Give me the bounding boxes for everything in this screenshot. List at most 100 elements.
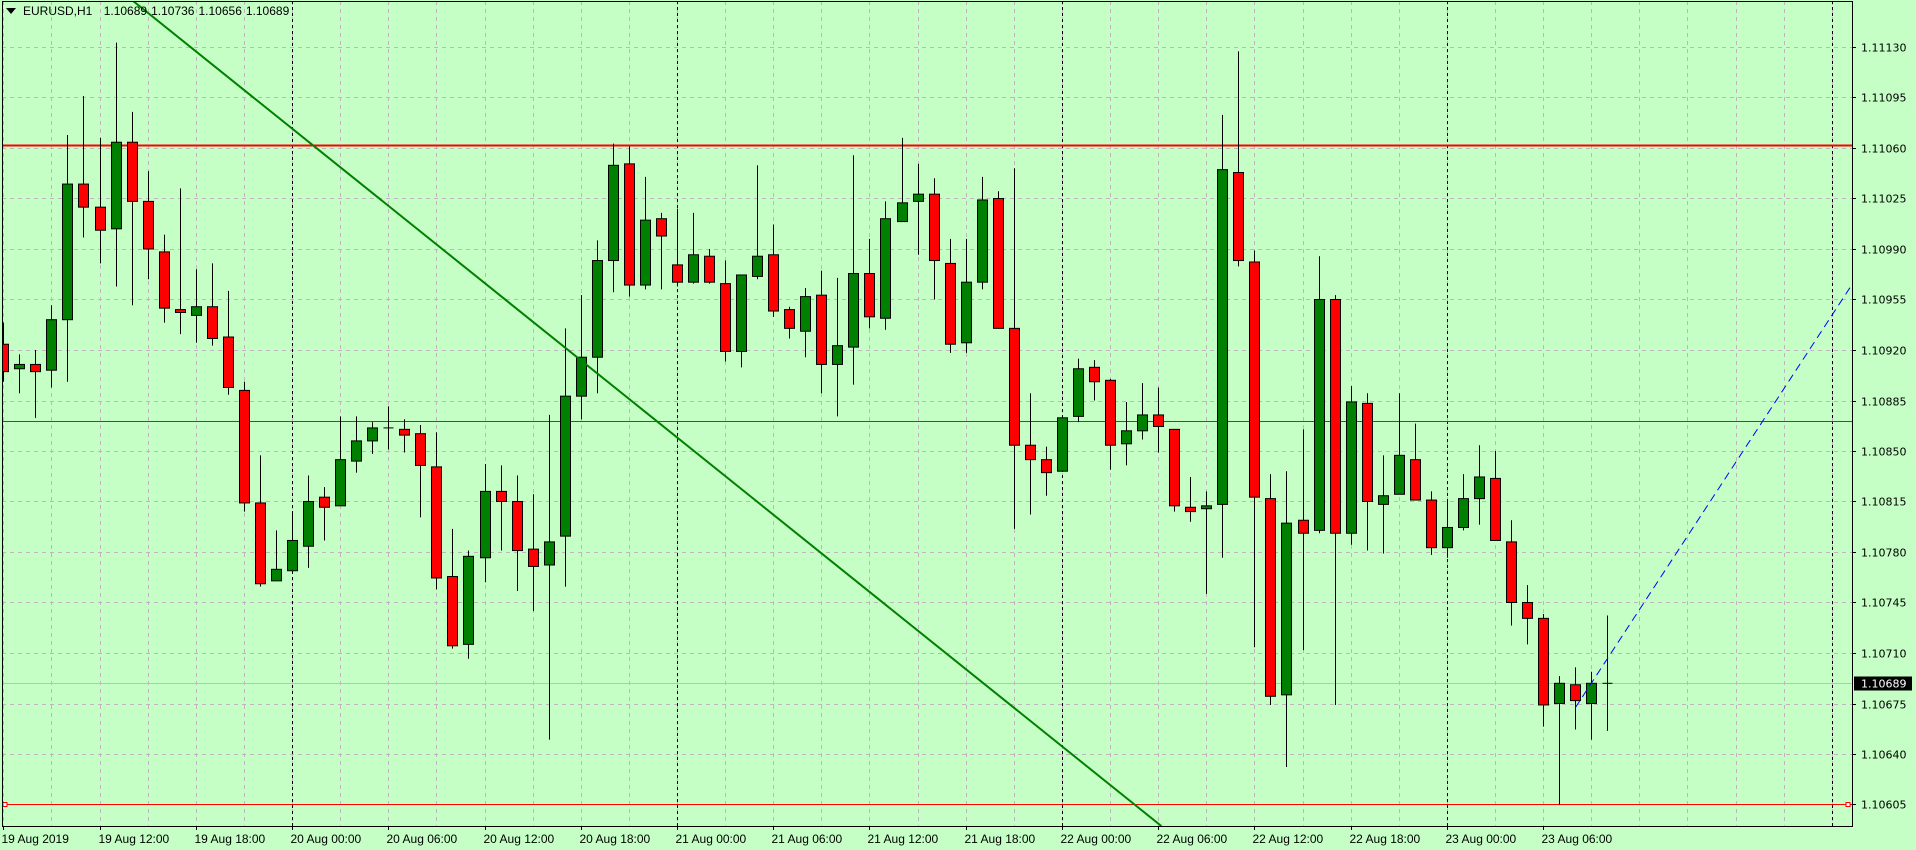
candle-bear — [784, 309, 795, 329]
candle-bull — [1442, 526, 1453, 549]
x-tick-label: 19 Aug 12:00 — [99, 832, 170, 846]
candle-bull — [897, 202, 908, 223]
x-tick-label: 20 Aug 12:00 — [484, 832, 555, 846]
y-tick-label: 1.11130 — [1861, 42, 1907, 55]
x-tick-label: 22 Aug 00:00 — [1061, 832, 1132, 846]
candle-bull — [111, 141, 122, 230]
candle-bull — [640, 219, 651, 286]
candle-bear — [1169, 428, 1180, 507]
candle-bear — [1041, 459, 1052, 474]
x-tick-label: 19 Aug 18:00 — [195, 832, 266, 846]
x-tick-label: 20 Aug 00:00 — [291, 832, 362, 846]
candle-bull — [367, 427, 378, 442]
candle-bear — [816, 294, 827, 365]
horizontal-levels — [2, 144, 1852, 807]
trendlines — [132, 1, 1852, 826]
y-tick-label: 1.10885 — [1861, 396, 1907, 409]
y-tick-label: 1.10605 — [1861, 799, 1907, 812]
candle-bull — [1378, 495, 1389, 505]
grid — [2, 1, 1852, 826]
candle-bear — [1025, 444, 1036, 461]
candle-bull — [46, 319, 57, 371]
ohlc-open: 1.10689 — [103, 4, 148, 18]
level-anchor-left — [2, 802, 8, 807]
candle-bear — [496, 490, 507, 502]
candle-bear — [447, 576, 458, 647]
ohlc-low: 1.10656 — [198, 4, 242, 18]
plot-frame — [2, 1, 1853, 827]
candle-bear — [1185, 506, 1196, 513]
candle-bear — [1153, 414, 1164, 427]
y-tick-label: 1.10920 — [1861, 345, 1907, 358]
candle-bull — [913, 193, 924, 202]
blue-trendline — [1574, 284, 1852, 709]
x-tick-label: 21 Aug 12:00 — [868, 832, 939, 846]
candle-bull — [1586, 682, 1597, 704]
candle-bear — [1105, 379, 1116, 446]
candle-bear — [1538, 617, 1549, 706]
candle-bull — [608, 164, 619, 262]
candle-bear — [768, 254, 779, 312]
level-anchor-right — [1845, 802, 1851, 807]
candle-bull — [688, 254, 699, 283]
green-trendline — [132, 1, 1162, 826]
candle-bear — [624, 163, 635, 286]
candle-bear — [30, 363, 41, 373]
x-tick-label: 22 Aug 06:00 — [1157, 832, 1228, 846]
x-tick-label: 20 Aug 18:00 — [580, 832, 651, 846]
candle-bull — [480, 490, 491, 559]
candle-bull — [463, 555, 474, 645]
candle-bull — [977, 199, 988, 283]
ohlc-close: 1.10689 — [245, 4, 290, 18]
y-tick-label: 1.10710 — [1861, 648, 1907, 661]
triangle-down-icon[interactable] — [6, 8, 16, 14]
candle-bear — [1249, 261, 1260, 498]
x-tick-label: 21 Aug 00:00 — [676, 832, 747, 846]
candle-bull — [592, 260, 603, 358]
candle-bear — [1570, 684, 1581, 702]
candle-bull — [1458, 498, 1469, 528]
candle-bull — [271, 568, 282, 582]
ohlc-high: 1.10736 — [151, 4, 195, 18]
candle-bear — [127, 141, 138, 202]
candle-bull — [961, 281, 972, 344]
y-tick-label: 1.10675 — [1861, 699, 1907, 712]
candle-bear — [2, 343, 9, 373]
candle-bear — [1490, 477, 1501, 541]
candle-bear — [399, 428, 410, 436]
y-tick-label: 1.10780 — [1861, 547, 1907, 560]
candle-bear — [1410, 459, 1421, 501]
candle-bull — [1137, 414, 1148, 432]
candle-bull — [752, 255, 763, 277]
candle-bull — [1394, 454, 1405, 495]
candle-bull — [1073, 368, 1084, 417]
y-tick-label: 1.10990 — [1861, 244, 1907, 257]
candle-bear — [656, 218, 667, 237]
candle-bull — [1474, 476, 1485, 500]
current-price-label: 1.10689 — [1861, 678, 1907, 691]
candle-bear — [255, 502, 266, 585]
candle-bear — [528, 548, 539, 567]
y-tick-label: 1.11060 — [1861, 143, 1907, 156]
candle-bear — [720, 283, 731, 352]
candle-bear — [929, 193, 940, 262]
candle-bear — [672, 264, 683, 283]
y-tick-label: 1.10745 — [1861, 597, 1907, 610]
candle-bear — [1009, 327, 1020, 446]
chart-header: EURUSD,H1 1.10689 1.10736 1.10656 1.1068… — [6, 4, 289, 18]
candle-bear — [993, 198, 1004, 329]
candles — [2, 42, 1613, 805]
candle-bear — [95, 206, 106, 231]
candle-bull — [576, 356, 587, 397]
y-tick-label: 1.10955 — [1861, 294, 1907, 307]
candle-bull — [560, 395, 571, 537]
candle-bull — [62, 183, 73, 321]
candle-bear — [175, 309, 186, 313]
candle-bear — [704, 255, 715, 283]
x-tick-label: 22 Aug 12:00 — [1253, 832, 1324, 846]
x-tick-label: 23 Aug 00:00 — [1446, 832, 1517, 846]
candle-bull — [351, 440, 362, 462]
candle-bear — [159, 251, 170, 309]
x-tick-label: 20 Aug 06:00 — [387, 832, 458, 846]
